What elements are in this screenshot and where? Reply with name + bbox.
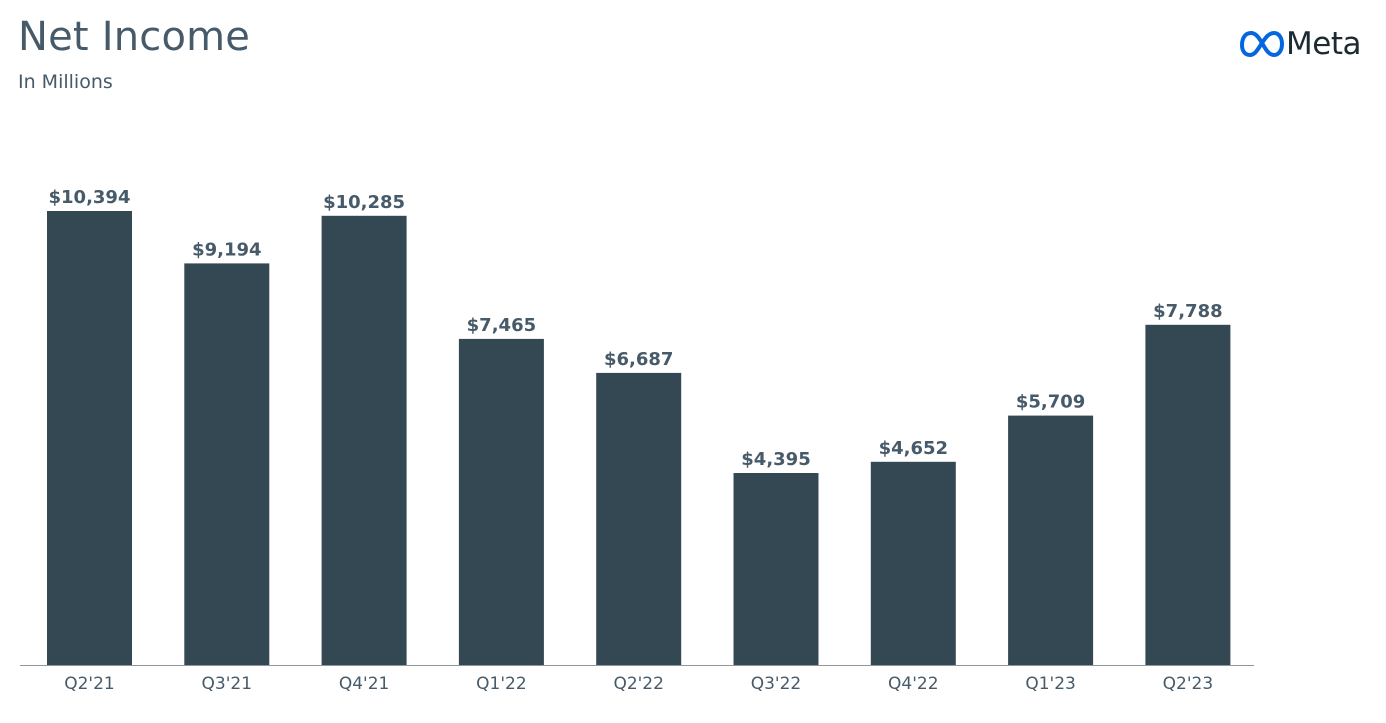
- x-tick-label: Q4'22: [888, 674, 939, 694]
- data-label: $9,194: [192, 239, 261, 260]
- data-label: $7,465: [467, 315, 536, 336]
- bar-q322: [733, 473, 819, 665]
- data-label: $5,709: [1016, 392, 1085, 413]
- x-tick-label: Q2'21: [64, 674, 115, 694]
- data-label: $4,395: [741, 449, 810, 470]
- bar-q222: [596, 372, 682, 665]
- bar-q123: [1008, 415, 1094, 665]
- bar-q122: [458, 338, 544, 665]
- x-tick-label: Q1'23: [1025, 674, 1076, 694]
- meta-logo-text: Meta: [1286, 26, 1361, 62]
- data-label: $10,285: [323, 192, 405, 213]
- data-label: $10,394: [49, 187, 131, 208]
- x-tick-label: Q4'21: [339, 674, 390, 694]
- chart-subtitle: In Millions: [18, 71, 113, 93]
- data-label: $4,652: [879, 438, 948, 459]
- x-tick-label: Q2'22: [613, 674, 664, 694]
- x-tick-label: Q3'21: [202, 674, 253, 694]
- x-tick-label: Q3'22: [751, 674, 802, 694]
- meta-infinity-icon: [1240, 31, 1284, 57]
- bar-q422: [870, 461, 956, 665]
- chart-title: Net Income: [18, 14, 251, 60]
- data-label: $7,788: [1153, 301, 1222, 322]
- bar-q223: [1145, 324, 1231, 665]
- meta-logo: Meta: [1240, 24, 1361, 64]
- x-tick-label: Q2'23: [1163, 674, 1214, 694]
- x-tick-label: Q1'22: [476, 674, 527, 694]
- data-label: $6,687: [604, 349, 673, 370]
- bar-q321: [184, 263, 270, 665]
- bar-q221: [47, 211, 132, 665]
- bar-q421: [321, 215, 407, 666]
- meta-infinity-path: [1240, 31, 1284, 57]
